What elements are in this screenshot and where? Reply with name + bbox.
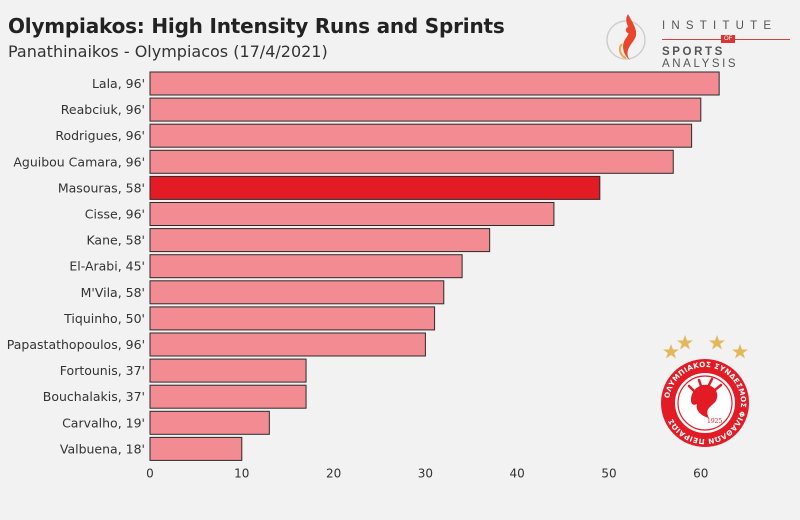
logo-text-of: OF bbox=[721, 35, 736, 43]
bar bbox=[149, 254, 463, 279]
y-tick-label: M'Vila, 58' bbox=[81, 285, 145, 300]
bar bbox=[149, 228, 491, 253]
institute-logo: INSTITUTE OF SPORTS ANALYSIS bbox=[604, 8, 794, 70]
y-tick-label: Carvalho, 19' bbox=[62, 415, 145, 430]
bar bbox=[149, 280, 445, 305]
x-tick-label: 0 bbox=[146, 467, 154, 481]
x-tick-label: 40 bbox=[510, 467, 525, 481]
olympiacos-crest-icon: 1925 ΟΛΥΜΠΙΑΚΟΣ ΣΥΝΔΕΣΜΟΣ ΦΙΛΑΘΛΩΝ ΠΕΙΡΑ… bbox=[661, 335, 749, 447]
x-tick-label: 60 bbox=[693, 467, 708, 481]
logo-text-institute: INSTITUTE bbox=[662, 20, 778, 32]
bar bbox=[149, 97, 702, 122]
star-icons bbox=[663, 335, 748, 359]
x-tick-label: 50 bbox=[601, 467, 616, 481]
y-tick-label: Valbuena, 18' bbox=[60, 441, 145, 456]
chart-title: Olympiakos: High Intensity Runs and Spri… bbox=[8, 14, 505, 38]
bar bbox=[149, 149, 674, 174]
y-tick-label: Rodrigues, 96' bbox=[55, 128, 145, 143]
y-tick-label: El-Arabi, 45' bbox=[69, 259, 145, 274]
y-tick-label: Kane, 58' bbox=[86, 233, 145, 248]
bar bbox=[149, 358, 307, 383]
crest-year: 1925 bbox=[707, 418, 722, 425]
y-tick-label: Tiquinho, 50' bbox=[63, 311, 145, 326]
flame-figure-icon bbox=[606, 14, 646, 60]
x-tick-label: 10 bbox=[234, 467, 249, 481]
chart-subtitle: Panathinaikos - Olympiacos (17/4/2021) bbox=[8, 42, 328, 61]
x-tick-label: 20 bbox=[326, 467, 341, 481]
bar bbox=[149, 306, 436, 331]
bar bbox=[149, 410, 270, 435]
bar bbox=[149, 123, 693, 148]
bar bbox=[149, 175, 601, 200]
y-tick-label: Cisse, 96' bbox=[85, 207, 145, 222]
y-tick-label: Masouras, 58' bbox=[58, 180, 145, 195]
y-tick-label: Bouchalakis, 37' bbox=[43, 389, 145, 404]
logo-text-sports-analysis: SPORTS ANALYSIS bbox=[662, 46, 739, 70]
bar bbox=[149, 332, 426, 357]
y-tick-label: Aguibou Camara, 96' bbox=[13, 154, 145, 169]
y-tick-label: Reabciuk, 96' bbox=[61, 102, 145, 117]
bar bbox=[149, 384, 307, 409]
y-tick-label: Lala, 96' bbox=[92, 76, 145, 91]
bar bbox=[149, 436, 243, 461]
x-tick-label: 30 bbox=[418, 467, 433, 481]
bar bbox=[149, 202, 555, 226]
bar bbox=[149, 71, 720, 96]
y-tick-label: Papastathopoulos, 96' bbox=[7, 337, 145, 352]
y-tick-label: Fortounis, 37' bbox=[60, 363, 145, 378]
